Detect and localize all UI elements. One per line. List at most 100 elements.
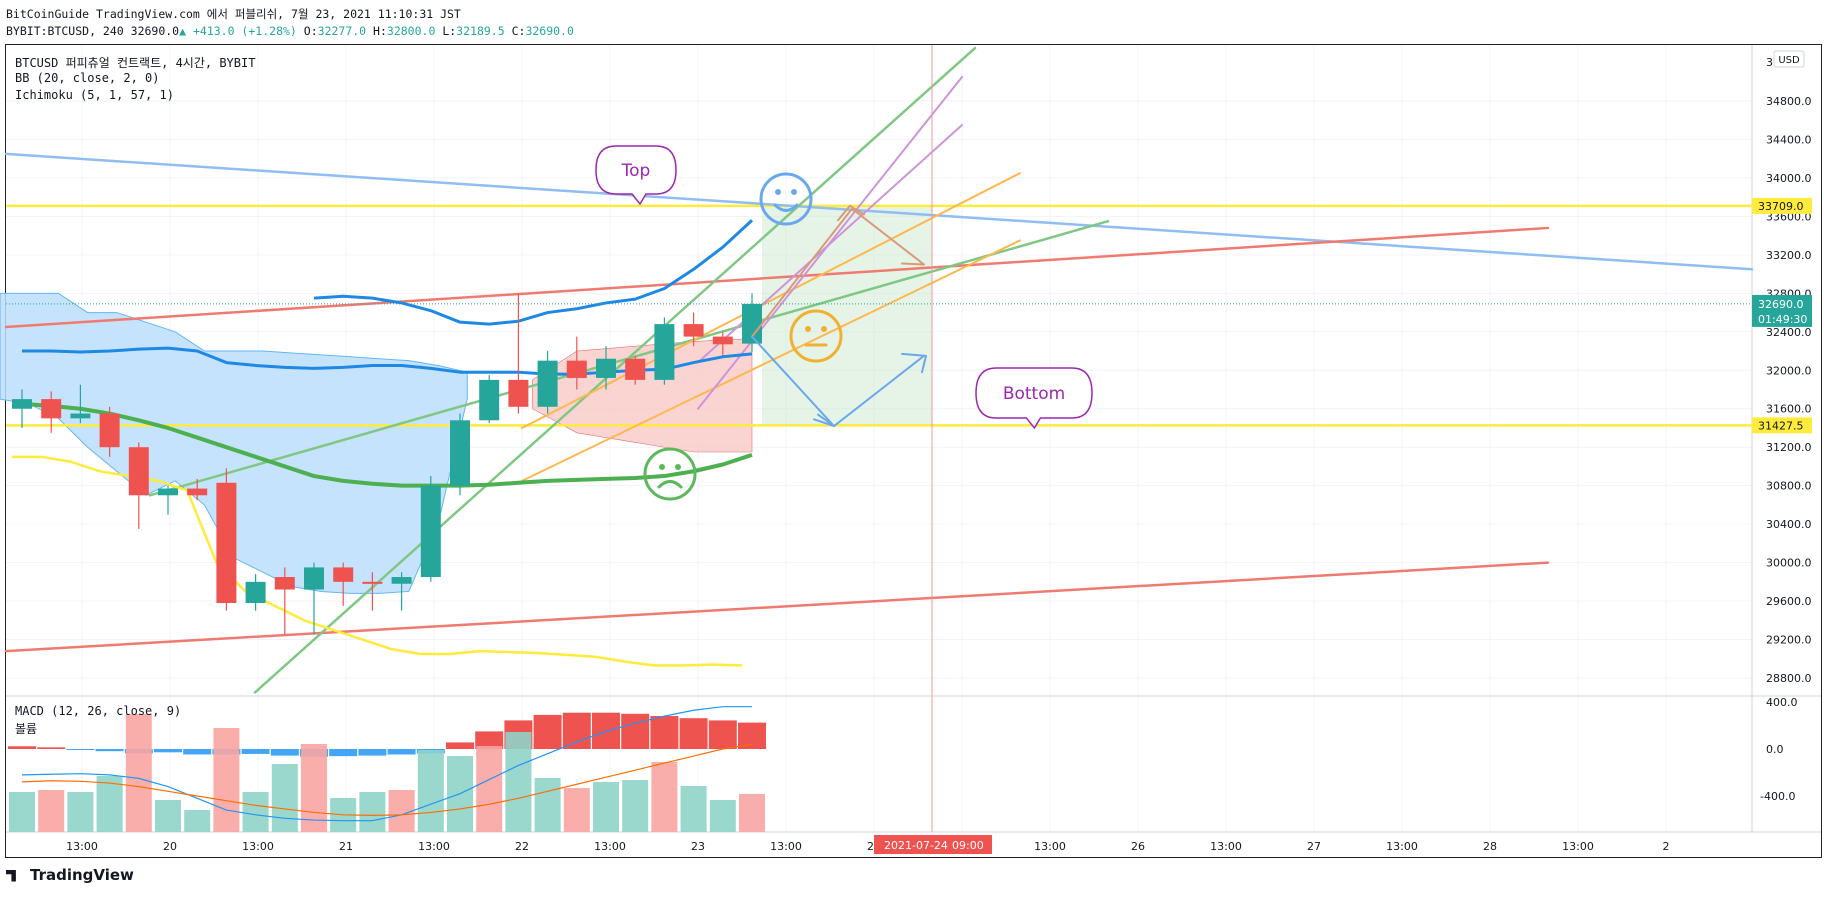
countdown-label: 01:49:30 [1758,313,1807,326]
bb-upper-line [313,219,754,326]
time-tick-label: 13:00 [418,840,450,853]
low-label: L: [442,24,457,38]
macd-histogram-bar [387,749,416,755]
macd-tick-label: 400.0 [1766,696,1798,709]
bottom-callout: Bottom [975,367,1093,430]
time-tick-label: 13:00 [594,840,626,853]
volume-bar [125,714,152,832]
price-tick-label: 31600.0 [1766,403,1812,416]
price-tick-label: 34400.0 [1766,133,1812,146]
volume-bar [67,792,94,832]
projection-box [762,205,932,426]
bubble-label: Bottom [1003,384,1065,404]
bubble-outline [595,145,677,206]
macd-histogram-bar [95,749,124,752]
publish-line: BitCoinGuide TradingView.com 에서 퍼블리쉬, 7월… [6,7,461,21]
currency-badge [1773,50,1805,68]
face-outline [789,309,843,363]
up-arrow-icon: ▲ [179,24,187,38]
price-tick-label: 31200.0 [1766,441,1812,454]
time-tick-label: 28 [1483,840,1497,853]
macd-histogram-bar [446,742,474,749]
price-tick-label: 32400.0 [1766,326,1812,339]
top-callout: Top [595,145,677,206]
symbol-label: BYBIT:BTCUSD, 240 [6,24,124,38]
bubble-outline [975,367,1093,430]
time-tick-label: 13:00 [770,840,802,853]
macd-histogram-bar [708,720,737,749]
candle-body [245,581,266,603]
volume-bar [184,810,211,832]
volume-bar [96,776,123,832]
time-tick-label: 13:00 [1210,840,1242,853]
orange-channel-lower [521,239,1021,482]
sad-face-icon [643,447,697,501]
last-price: 32690.0 [130,24,180,38]
projection-arrowhead-up [837,204,865,222]
currency-label: USD [1778,55,1800,66]
volume-bar [593,782,619,832]
legend-title: BTCUSD 퍼피츄얼 컨트랙트, 4시간, BYBIT [15,56,256,70]
candle-body [128,447,149,496]
change-value: +413.0 (+1.28%) [192,24,297,38]
volume-bar [213,728,240,832]
macd-histogram-bar [154,749,182,753]
candle-body [420,485,441,578]
candle-body [70,413,91,419]
volume-bar [622,780,649,832]
legend-macd: MACD (12, 26, close, 9) [15,704,182,718]
face-eye [821,326,827,332]
candle-body [625,358,646,380]
price-tick-label: 34800.0 [1766,95,1812,108]
macd-histogram-bar [562,712,591,749]
candle-body [216,482,237,603]
volume-bar [359,792,386,832]
chart-frame[interactable] [5,44,1822,858]
candle-body [450,420,470,486]
macd-signal-line [21,743,753,816]
price-tick-label: 28800.0 [1766,672,1812,685]
time-tick-label: 13:00 [1562,840,1594,853]
volume-bar [9,792,35,832]
channel-lower-green [148,219,1110,497]
projection-arrowhead-down [901,352,927,374]
macd-histogram-bar [475,731,504,749]
descending-trendline [4,152,1754,271]
macd-histogram-bar [358,749,387,756]
volume-bar [417,750,444,832]
face-mouth [773,203,799,212]
time-tick-label: 23 [691,840,705,853]
candle-body [712,336,733,345]
face-eye [775,189,781,195]
tradingview-brand[interactable]: TradingView [6,866,134,884]
candle-body [158,488,178,496]
orange-channel-upper [521,172,1021,429]
candle-body [362,581,383,584]
macd-histogram-bar [66,749,95,750]
low-value: 32189.5 [456,24,505,38]
candle-body [333,567,354,582]
candle-body [508,379,529,407]
price-tick-label: 30000.0 [1766,557,1812,570]
price-tick-label: 32000.0 [1766,364,1812,377]
candle-body [537,360,558,407]
candle-body [479,379,500,421]
level-price-tag [1752,417,1812,434]
volume-bar [38,790,65,832]
face-eye [805,326,811,332]
macd-line [21,706,752,822]
candle-body [304,567,324,590]
candle-body [596,358,616,378]
macd-histogram-bar [650,716,679,749]
happy-face-icon [759,172,813,226]
candle-body [187,488,208,496]
macd-histogram-bar [37,747,66,749]
macd-histogram-bar [8,746,36,749]
price-tick-label: 34000.0 [1766,172,1812,185]
bubble-label: Top [621,161,651,181]
macd-histogram-bar [621,713,650,749]
face-outline [643,447,697,501]
time-tick-label: 13:00 [242,840,274,853]
face-eye [659,464,665,470]
